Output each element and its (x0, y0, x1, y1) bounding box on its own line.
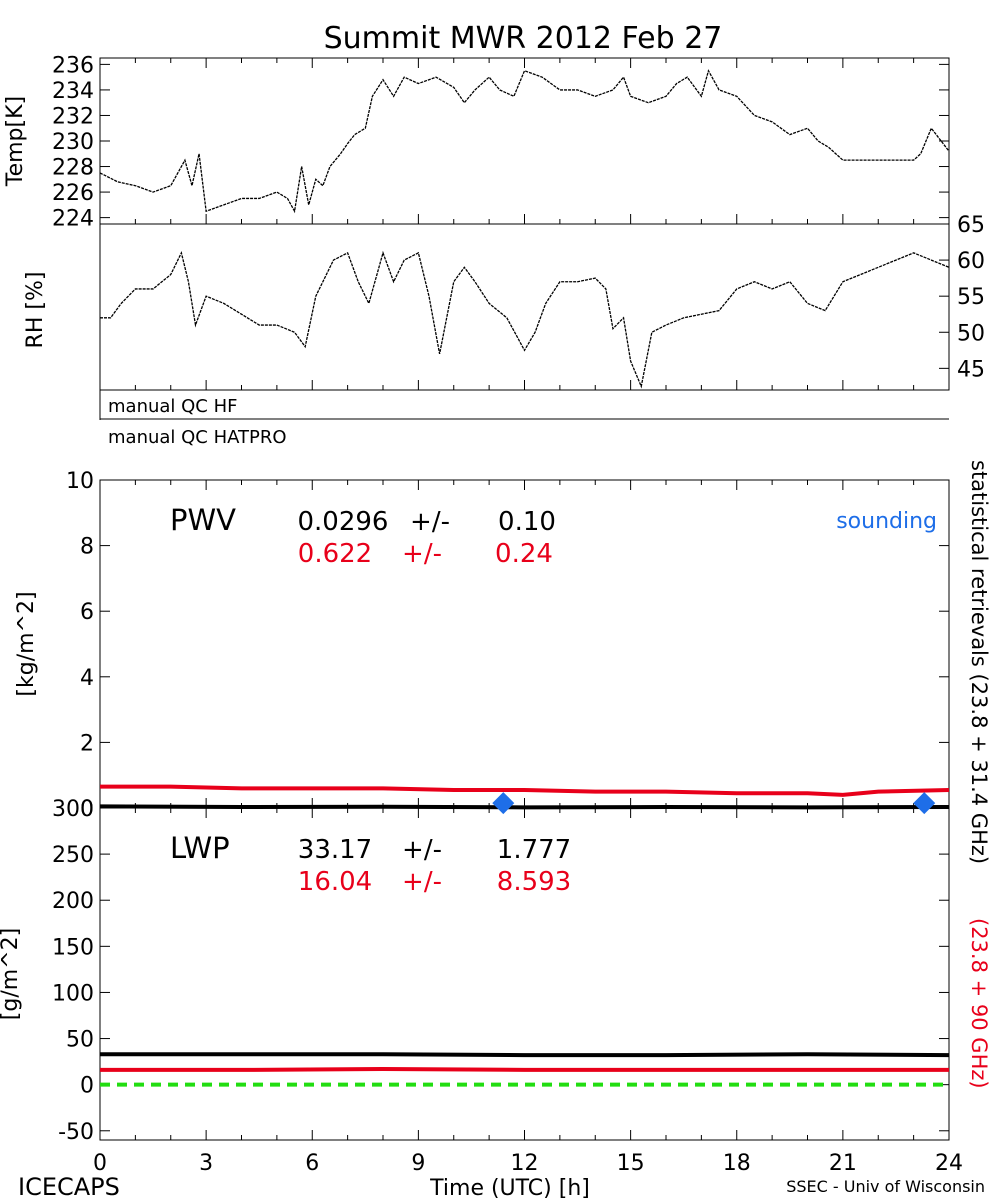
temp-ytick-label: 236 (52, 53, 94, 78)
temp-series-black-line (99, 69, 950, 214)
rh-frame (99, 223, 950, 391)
sounding-marker (913, 792, 936, 815)
temp-ytick-label: 228 (52, 156, 94, 181)
right-label-red: (23.8 + 90 GHz) (967, 918, 991, 1089)
pwv-ylabel: [kg/m^2] (14, 591, 39, 696)
temp-panel: Temp[K] (3, 57, 950, 225)
x-tick-label: 6 (305, 1151, 319, 1176)
temp-ytick-label: 232 (52, 104, 94, 129)
lwp-red-sd: 8.593 (497, 867, 571, 897)
lwp-ytick-label: 300 (52, 797, 94, 822)
temp-ytick-label: 226 (52, 181, 94, 206)
lwp-ytick-label: 250 (52, 843, 94, 868)
qc-hatpro-label: manual QC HATPRO (108, 427, 287, 448)
pwv-ytick-label: 4 (80, 666, 94, 691)
x-tick-label: 3 (199, 1151, 213, 1176)
sounding-marker (492, 792, 515, 815)
temp-frame (99, 57, 950, 225)
pwv-ytick-label: 10 (66, 469, 94, 494)
temp-ytick-label: 230 (52, 130, 94, 155)
rh-ylabel: RH [%] (23, 272, 48, 349)
x-tick-label: 21 (829, 1151, 857, 1176)
pwv-black-pm: +/- (410, 507, 450, 537)
lwp-black-pm: +/- (402, 835, 442, 865)
lwp-red-mean: 16.04 (298, 867, 372, 897)
x-tick-label: 9 (411, 1151, 425, 1176)
lwp-black-mean: 33.17 (298, 835, 372, 865)
qc-hf-label: manual QC HF (108, 396, 237, 417)
rh-ytick-label: 65 (957, 213, 985, 238)
footer-right: SSEC - Univ of Wisconsin (786, 1177, 985, 1196)
pwv-red-sd: 0.24 (495, 539, 553, 569)
lwp-panel: [g/m^2] LWP 33.17 +/- 1.777 16.04 +/- 8.… (0, 807, 950, 1141)
lwp-ylabel: [g/m^2] (0, 928, 23, 1020)
lwp-ytick-label: 0 (80, 1074, 94, 1099)
lwp-black-sd: 1.777 (497, 835, 571, 865)
pwv-label: PWV (170, 503, 236, 537)
pwv-panel: [kg/m^2] PWV 0.0296 +/- 0.10 0.622 +/- 0… (14, 479, 950, 809)
pwv-black-mean: 0.0296 (298, 507, 389, 537)
lwp-ytick-label: 200 (52, 889, 94, 914)
footer-left: ICECAPS (18, 1173, 120, 1200)
pwv-series-black-line (99, 804, 950, 810)
temp-ylabel: Temp[K] (3, 96, 28, 187)
x-tick-label: 12 (511, 1151, 539, 1176)
rh-ytick-label: 50 (957, 321, 985, 346)
right-label-black: statistical retrievals (23.8 + 31.4 GHz) (967, 460, 991, 864)
rh-series-black-line (100, 250, 950, 389)
pwv-red-pm: +/- (402, 539, 442, 569)
sounding-legend: sounding (836, 509, 937, 534)
x-tick-label: 0 (93, 1151, 107, 1176)
chart-marks: 22422622823023223423645505560650246810-5… (52, 53, 985, 1176)
temp-ytick-label: 224 (52, 207, 94, 232)
temp-ytick-label: 234 (52, 79, 94, 104)
lwp-label: LWP (170, 831, 230, 865)
rh-panel: RH [%] (23, 223, 950, 391)
lwp-series-black-line (100, 1052, 950, 1058)
x-tick-label: 15 (617, 1151, 645, 1176)
qc-panel: manual QC HF manual QC HATPRO (99, 390, 949, 448)
x-tick-label: 24 (935, 1151, 963, 1176)
chart-title: Summit MWR 2012 Feb 27 (324, 21, 723, 56)
x-axis-label: Time (UTC) [h] (429, 1176, 590, 1200)
pwv-red-mean: 0.622 (298, 539, 372, 569)
pwv-ytick-label: 6 (80, 600, 94, 625)
lwp-series-red-line (100, 1066, 949, 1072)
pwv-ytick-label: 2 (80, 731, 94, 756)
lwp-ytick-label: -50 (58, 1120, 94, 1145)
lwp-ytick-label: 150 (52, 935, 94, 960)
lwp-ytick-label: 100 (52, 981, 94, 1006)
rh-ytick-label: 60 (957, 249, 985, 274)
x-tick-label: 18 (723, 1151, 751, 1176)
lwp-ytick-label: 50 (66, 1028, 94, 1053)
lwp-red-pm: +/- (402, 867, 442, 897)
pwv-ytick-label: 0 (80, 797, 94, 822)
pwv-black-sd: 0.10 (498, 507, 556, 537)
rh-ytick-label: 55 (957, 285, 985, 310)
rh-ytick-label: 45 (957, 357, 985, 382)
pwv-series-red-line (100, 784, 950, 797)
pwv-ytick-label: 8 (80, 535, 94, 560)
